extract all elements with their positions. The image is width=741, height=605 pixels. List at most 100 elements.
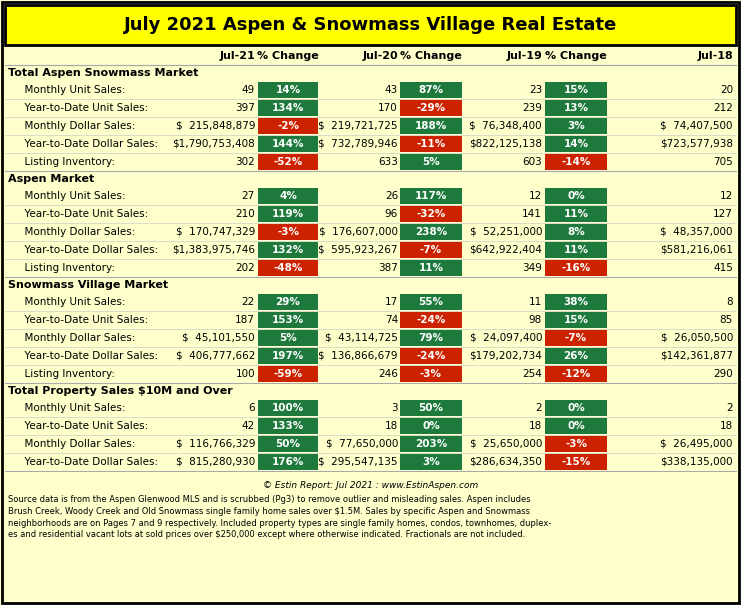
Bar xyxy=(545,224,607,240)
Text: Monthly Dollar Sales:: Monthly Dollar Sales: xyxy=(18,333,136,343)
Text: 141: 141 xyxy=(522,209,542,219)
Text: 8%: 8% xyxy=(567,227,585,237)
Text: Total Property Sales $10M and Over: Total Property Sales $10M and Over xyxy=(8,386,233,396)
Text: -48%: -48% xyxy=(273,263,302,273)
Text: 49: 49 xyxy=(242,85,255,95)
Bar xyxy=(400,224,462,240)
Text: Year-to-Date Dollar Sales:: Year-to-Date Dollar Sales: xyxy=(18,457,158,467)
Text: 2: 2 xyxy=(536,403,542,413)
Bar xyxy=(545,100,607,116)
Text: 0%: 0% xyxy=(567,191,585,201)
Text: 5%: 5% xyxy=(422,157,440,167)
Text: -3%: -3% xyxy=(420,369,442,379)
Text: 387: 387 xyxy=(378,263,398,273)
Bar xyxy=(258,312,318,328)
Bar xyxy=(258,188,318,204)
Text: 210: 210 xyxy=(235,209,255,219)
Bar xyxy=(400,136,462,152)
Text: 117%: 117% xyxy=(415,191,447,201)
Text: 15%: 15% xyxy=(563,315,588,325)
Text: 633: 633 xyxy=(378,157,398,167)
Bar xyxy=(545,188,607,204)
Text: 26%: 26% xyxy=(563,351,588,361)
Bar xyxy=(400,330,462,346)
Text: 203%: 203% xyxy=(415,439,447,449)
Bar xyxy=(400,312,462,328)
Bar xyxy=(545,418,607,434)
Bar xyxy=(258,206,318,222)
Text: 79%: 79% xyxy=(419,333,444,343)
Text: Monthly Dollar Sales:: Monthly Dollar Sales: xyxy=(18,439,136,449)
Text: $  215,848,879: $ 215,848,879 xyxy=(176,121,255,131)
Text: 4%: 4% xyxy=(279,191,297,201)
Text: Year-to-Date Dollar Sales:: Year-to-Date Dollar Sales: xyxy=(18,351,158,361)
Text: 12: 12 xyxy=(529,191,542,201)
Text: 153%: 153% xyxy=(272,315,304,325)
Text: $179,202,734: $179,202,734 xyxy=(469,351,542,361)
Bar xyxy=(258,242,318,258)
Text: 132%: 132% xyxy=(272,245,304,255)
Bar xyxy=(400,454,462,470)
Bar xyxy=(258,400,318,416)
Text: 705: 705 xyxy=(714,157,733,167)
Bar xyxy=(258,118,318,134)
Text: Year-to-Date Unit Sales:: Year-to-Date Unit Sales: xyxy=(18,315,148,325)
Text: 127: 127 xyxy=(713,209,733,219)
Text: -2%: -2% xyxy=(277,121,299,131)
Bar xyxy=(545,436,607,452)
Text: $  52,251,000: $ 52,251,000 xyxy=(470,227,542,237)
Text: Monthly Unit Sales:: Monthly Unit Sales: xyxy=(18,85,125,95)
Text: $  48,357,000: $ 48,357,000 xyxy=(660,227,733,237)
Text: 134%: 134% xyxy=(272,103,305,113)
Text: % Change: % Change xyxy=(545,51,607,61)
Text: 14%: 14% xyxy=(276,85,301,95)
Bar xyxy=(258,348,318,364)
Bar xyxy=(400,366,462,382)
Text: 0%: 0% xyxy=(567,403,585,413)
Text: 349: 349 xyxy=(522,263,542,273)
Text: 119%: 119% xyxy=(272,209,304,219)
Text: -29%: -29% xyxy=(416,103,445,113)
Text: $  25,650,000: $ 25,650,000 xyxy=(470,439,542,449)
Bar xyxy=(400,400,462,416)
Text: 397: 397 xyxy=(235,103,255,113)
Bar xyxy=(258,154,318,170)
Bar xyxy=(545,118,607,134)
Text: 5%: 5% xyxy=(279,333,297,343)
Bar xyxy=(400,206,462,222)
Text: Listing Inventory:: Listing Inventory: xyxy=(18,157,115,167)
Text: 50%: 50% xyxy=(276,439,301,449)
Text: 23: 23 xyxy=(529,85,542,95)
Text: 27: 27 xyxy=(242,191,255,201)
Text: 603: 603 xyxy=(522,157,542,167)
Text: Year-to-Date Unit Sales:: Year-to-Date Unit Sales: xyxy=(18,209,148,219)
Text: $  170,747,329: $ 170,747,329 xyxy=(176,227,255,237)
Text: $  24,097,400: $ 24,097,400 xyxy=(470,333,542,343)
Text: 254: 254 xyxy=(522,369,542,379)
Bar xyxy=(5,5,736,45)
Text: 170: 170 xyxy=(378,103,398,113)
Bar xyxy=(258,330,318,346)
Bar xyxy=(545,242,607,258)
Text: $1,790,753,408: $1,790,753,408 xyxy=(172,139,255,149)
Text: 18: 18 xyxy=(385,421,398,431)
Text: -12%: -12% xyxy=(562,369,591,379)
Bar xyxy=(400,118,462,134)
Bar xyxy=(545,154,607,170)
Bar xyxy=(400,294,462,310)
Text: 100%: 100% xyxy=(272,403,304,413)
Bar xyxy=(400,260,462,276)
Bar xyxy=(545,260,607,276)
Text: Snowmass Village Market: Snowmass Village Market xyxy=(8,280,168,290)
Text: Jul-20: Jul-20 xyxy=(362,51,398,61)
Bar xyxy=(545,366,607,382)
Text: Monthly Unit Sales:: Monthly Unit Sales: xyxy=(18,191,125,201)
Bar xyxy=(258,136,318,152)
Bar xyxy=(400,188,462,204)
Bar xyxy=(400,82,462,98)
Text: Listing Inventory:: Listing Inventory: xyxy=(18,263,115,273)
Text: 212: 212 xyxy=(713,103,733,113)
Text: 302: 302 xyxy=(235,157,255,167)
Text: 133%: 133% xyxy=(272,421,304,431)
Text: 22: 22 xyxy=(242,297,255,307)
